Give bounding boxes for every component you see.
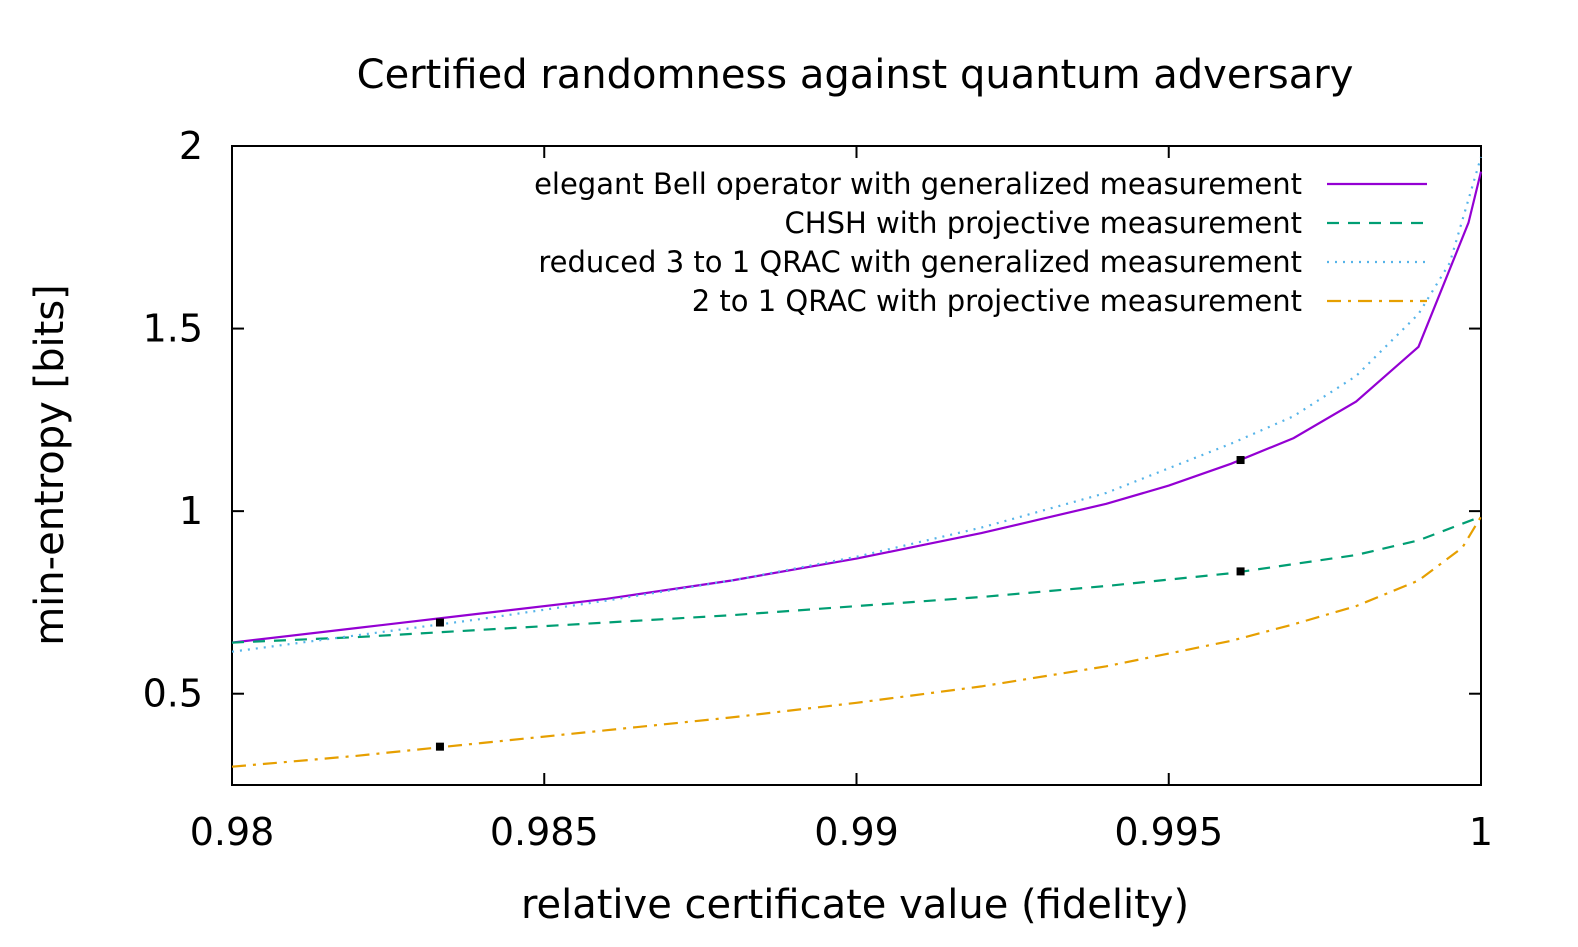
- series-line-2: [231, 515, 1482, 644]
- x-tick-label: 0.985: [490, 810, 599, 854]
- legend-entry-label: CHSH with projective measurement: [785, 206, 1302, 240]
- legend-entry-label: reduced 3 to 1 QRAC with generalized mea…: [538, 245, 1302, 279]
- y-tick-label: 0.5: [143, 672, 203, 716]
- data-point-marker: [1236, 456, 1245, 465]
- axis-ticks: 0.98 0.985 0.99 0.995 1 0.5 1 1.5 2: [143, 124, 1494, 854]
- series-layer: [231, 156, 1483, 768]
- legend-entry-label: elegant Bell operator with generalized m…: [534, 167, 1302, 201]
- plot-border: [231, 145, 1482, 786]
- y-tick-label: 1: [179, 489, 203, 533]
- x-tick-label: 0.99: [814, 810, 899, 854]
- y-tick-label: 1.5: [143, 307, 203, 351]
- data-point-marker: [435, 742, 444, 751]
- y-tick-label: 2: [179, 124, 203, 168]
- y-axis-label: min-entropy [bits]: [27, 284, 73, 646]
- x-tick-label: 0.995: [1114, 810, 1223, 854]
- series-line-4: [231, 516, 1482, 768]
- marker-layer: [435, 456, 1245, 751]
- chart-title: Certified randomness against quantum adv…: [357, 52, 1354, 98]
- data-point-marker: [435, 618, 444, 627]
- series-line-3: [231, 156, 1483, 653]
- x-tick-label: 0.98: [190, 810, 275, 854]
- legend: elegant Bell operator with generalized m…: [534, 167, 1427, 318]
- x-axis-label: relative certificate value (fidelity): [521, 882, 1189, 928]
- data-point-marker: [1236, 567, 1245, 576]
- x-tick-label: 1: [1469, 810, 1493, 854]
- legend-entry-label: 2 to 1 QRAC with projective measurement: [692, 284, 1302, 318]
- series-line-1: [231, 171, 1483, 644]
- plot-frame: [231, 145, 1482, 786]
